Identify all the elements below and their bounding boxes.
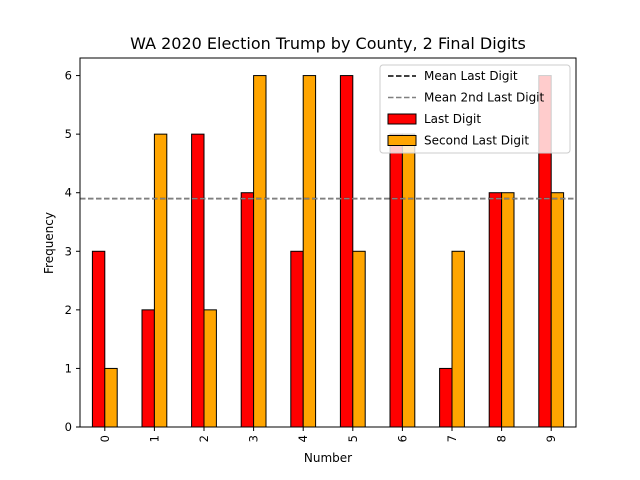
x-tick-label: 1: [147, 435, 161, 442]
x-tick-label: 8: [495, 435, 509, 442]
bar-second-last-digit-7: [451, 250, 465, 428]
y-tick-label: 2: [65, 303, 72, 317]
bar-second-last-digit-2: [203, 309, 217, 428]
chart-title: WA 2020 Election Trump by County, 2 Fina…: [130, 34, 526, 53]
legend-entry-last-digit: Last Digit: [424, 112, 481, 126]
bar-second-last-digit-5: [352, 250, 366, 428]
y-axis-label: Frequency: [42, 212, 56, 274]
axes-frame: [79, 57, 577, 428]
legend-entry-second-last-digit: Second Last Digit: [424, 134, 529, 148]
bar-second-last-digit-0: [104, 367, 118, 428]
y-tick-label: 3: [65, 244, 72, 258]
x-tick-label: 9: [544, 435, 558, 442]
bar-last-digit-0: [91, 250, 106, 428]
legend-entry-mean-last-digit: Mean Last Digit: [424, 69, 518, 83]
bar-second-last-digit-3: [253, 75, 267, 428]
y-tick-label: 4: [65, 186, 72, 200]
legend-bar-swatch: [387, 113, 417, 125]
bar-second-last-digit-9: [550, 192, 565, 428]
bar-last-digit-5: [339, 75, 354, 428]
bar-last-digit-4: [290, 250, 304, 428]
legend-bar-swatch: [387, 135, 417, 146]
y-tick-label: 6: [65, 69, 72, 83]
y-tick-label: 0: [65, 420, 72, 434]
bar-last-digit-8: [488, 192, 503, 428]
bar-second-last-digit-8: [501, 192, 515, 428]
y-tick-label: 5: [65, 127, 72, 141]
plot-area: 0 1 2 3 4 5 6 0 1 2 3 4 5 6 7 8 9: [65, 57, 577, 442]
y-tick-label: 1: [65, 361, 72, 375]
x-tick-label: 4: [296, 435, 310, 442]
bar-last-digit-1: [141, 309, 155, 428]
legend-entry-mean-2nd-last-digit: Mean 2nd Last Digit: [424, 91, 545, 105]
x-tick-label: 7: [445, 435, 459, 442]
bar-second-last-digit-6: [401, 133, 416, 428]
x-axis-label: Number: [304, 451, 352, 465]
legend: Mean Last Digit Mean 2nd Last Digit Last D…: [379, 64, 571, 154]
x-tick-label: 3: [247, 435, 261, 442]
bar-last-digit-2: [191, 133, 205, 428]
bar-second-last-digit-4: [302, 75, 317, 428]
x-tick-label: 5: [346, 435, 360, 442]
x-tick-label: 0: [98, 435, 112, 442]
x-tick-label: 2: [197, 435, 211, 442]
bar-second-last-digit-1: [153, 133, 168, 428]
bar-last-digit-7: [439, 367, 453, 428]
x-tick-label: 6: [395, 435, 409, 442]
bar-last-digit-3: [240, 192, 255, 428]
legend-box: [379, 64, 571, 154]
bar-last-digit-6: [389, 133, 403, 428]
